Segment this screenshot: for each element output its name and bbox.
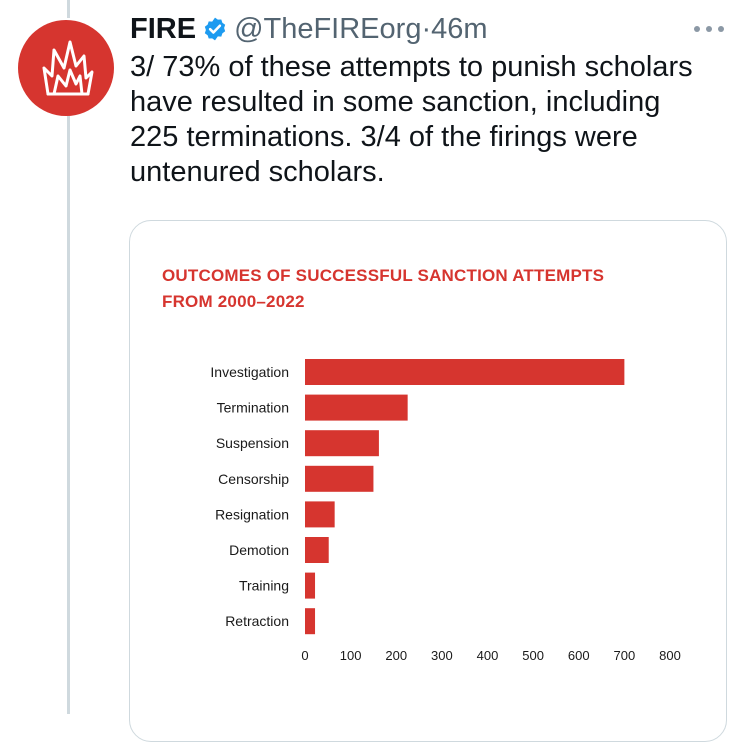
- chart-image-card[interactable]: OUTCOMES OF SUCCESSFUL SANCTION ATTEMPTS…: [129, 220, 727, 742]
- chart-title: OUTCOMES OF SUCCESSFUL SANCTION ATTEMPTS…: [162, 263, 702, 315]
- tweet-text: 3/ 73% of these attempts to punish schol…: [130, 51, 693, 188]
- bar-retraction: [305, 608, 316, 635]
- x-tick-label: 200: [385, 648, 407, 663]
- bar-censorship: [305, 465, 374, 492]
- bar-resignation: [305, 501, 335, 528]
- category-label: Investigation: [210, 364, 289, 380]
- category-label: Retraction: [225, 613, 289, 629]
- more-options-icon[interactable]: [694, 22, 724, 36]
- tweet-timestamp[interactable]: 46m: [431, 12, 488, 45]
- tweet-header: FIRE @TheFIREorg · 46m: [130, 10, 488, 48]
- x-tick-label: 600: [568, 648, 590, 663]
- category-label: Suspension: [216, 435, 289, 451]
- category-label: Censorship: [218, 471, 289, 487]
- chart-title-line-2: FROM 2000–2022: [162, 292, 305, 311]
- bar-termination: [305, 394, 408, 421]
- category-label: Demotion: [229, 542, 289, 558]
- x-tick-label: 100: [340, 648, 362, 663]
- fire-flame-logo-icon: [42, 40, 94, 96]
- category-label: Termination: [217, 400, 289, 416]
- chart-title-line-1: OUTCOMES OF SUCCESSFUL SANCTION ATTEMPTS: [162, 266, 605, 285]
- author-name[interactable]: FIRE: [130, 12, 197, 45]
- verified-badge-icon: [204, 17, 226, 41]
- x-tick-label: 300: [431, 648, 453, 663]
- x-tick-label: 400: [477, 648, 499, 663]
- bar-chart: Investigation Termination Suspension Censor…: [210, 359, 681, 663]
- bar-training: [305, 572, 316, 599]
- bar-suspension: [305, 430, 379, 457]
- category-label: Training: [239, 578, 289, 594]
- bar-demotion: [305, 537, 329, 563]
- x-tick-label: 700: [614, 648, 636, 663]
- header-separator: ·: [421, 12, 432, 45]
- x-tick-label: 800: [659, 648, 681, 663]
- x-tick-label: 0: [301, 648, 308, 663]
- avatar[interactable]: [18, 20, 114, 116]
- thread-line-top: [67, 0, 70, 18]
- author-handle[interactable]: @TheFIREorg: [234, 12, 422, 45]
- category-label: Resignation: [215, 506, 289, 522]
- bar-investigation: [305, 359, 625, 385]
- x-tick-label: 500: [522, 648, 544, 663]
- thread-line: [67, 112, 70, 714]
